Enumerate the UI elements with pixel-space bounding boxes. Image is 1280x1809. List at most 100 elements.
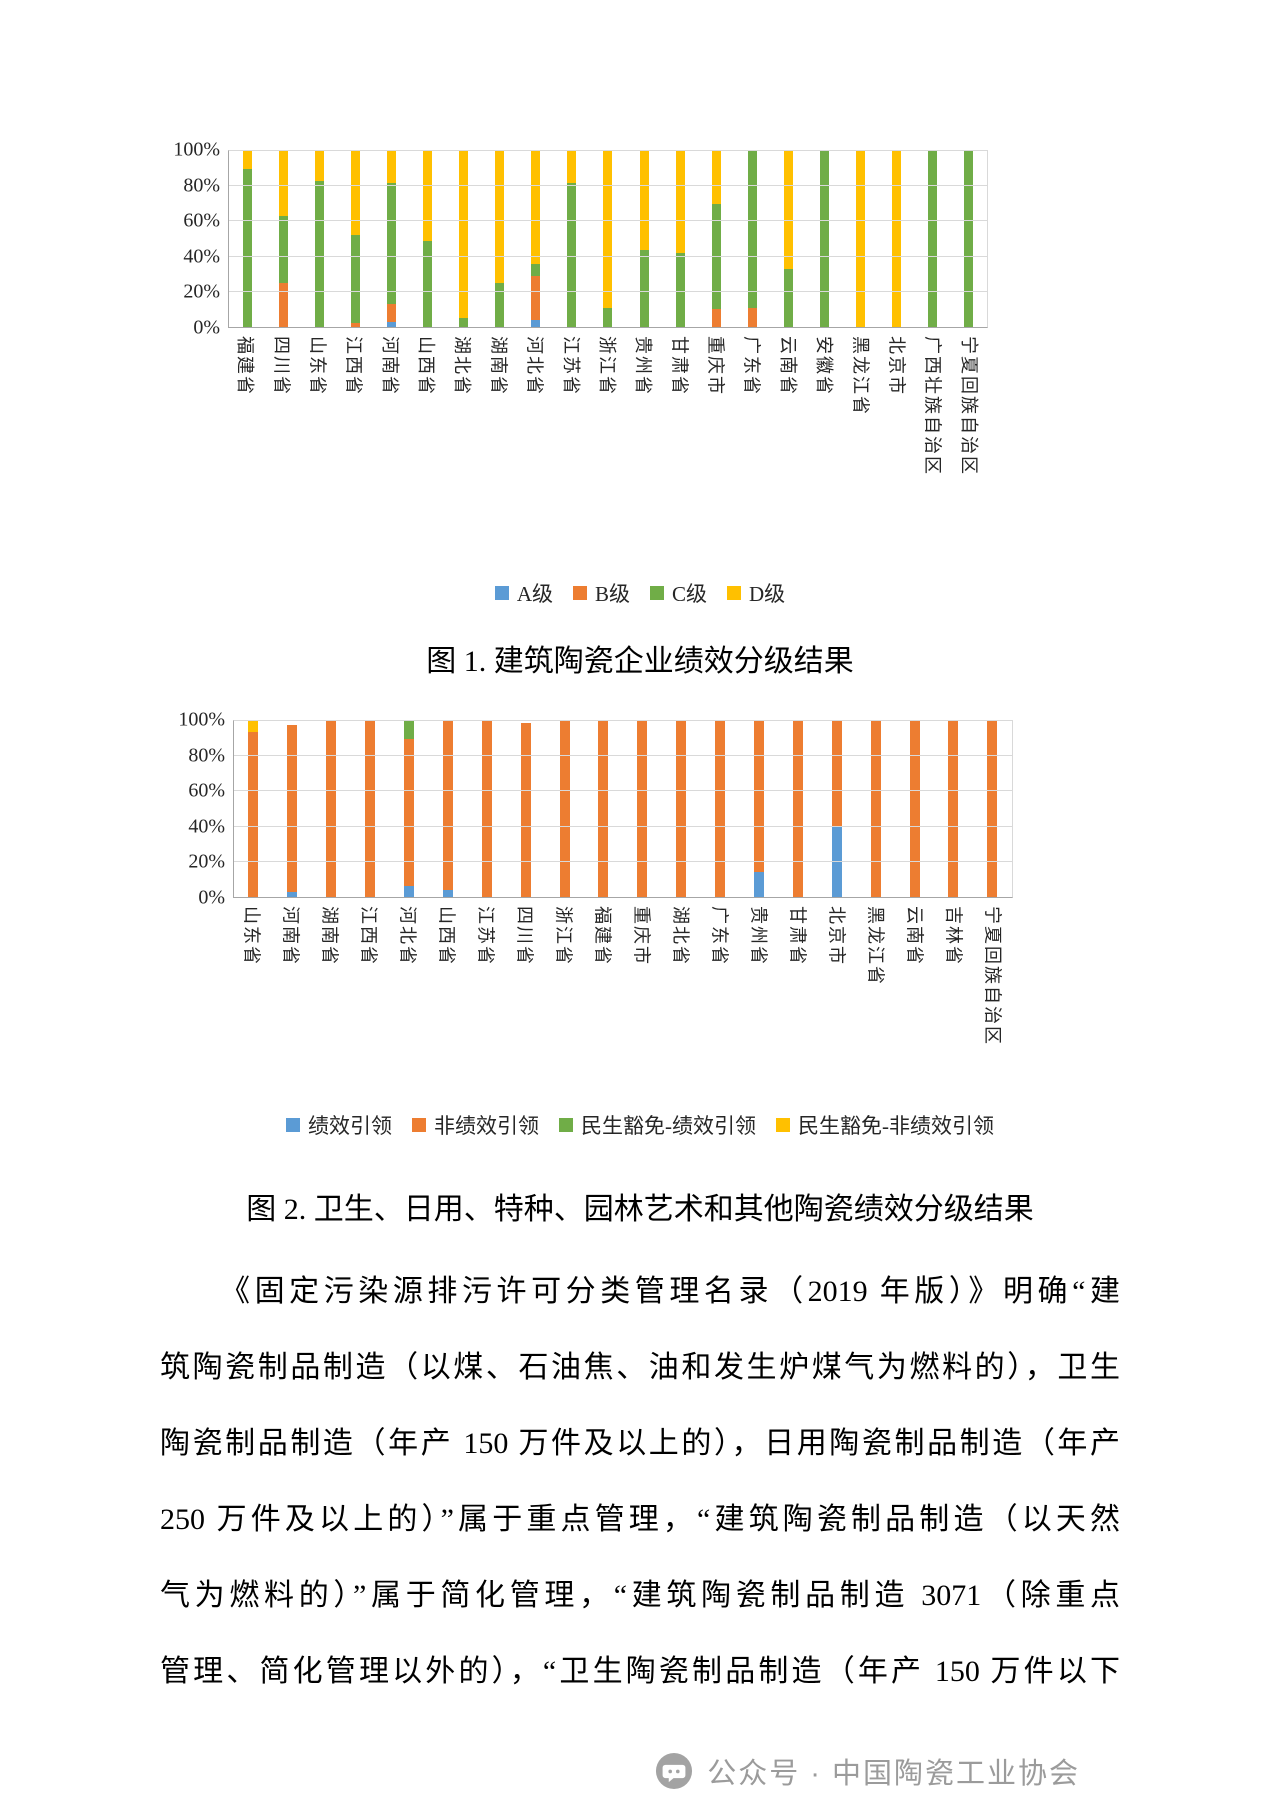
bar xyxy=(603,151,613,327)
x-category-label-text: 山东省 xyxy=(307,336,328,396)
x-category-label-text: 湖北省 xyxy=(452,336,473,396)
paragraph-line: 250 万件及以上的）”属于重点管理，“建筑陶瓷制品制造（以天然 xyxy=(160,1503,1120,1536)
x-category-label-text: 黑龙江省 xyxy=(850,336,871,416)
y-tick-label: 20% xyxy=(183,280,220,303)
x-category-label: 湖南省 xyxy=(311,898,350,1070)
bar xyxy=(987,721,998,897)
x-category-label: 重庆市 xyxy=(623,898,662,1070)
bar xyxy=(711,151,721,327)
x-category-label: 重庆市 xyxy=(698,328,734,500)
x-category-label-text: 江苏省 xyxy=(560,336,581,396)
gridline xyxy=(234,755,1012,757)
legend-swatch xyxy=(776,1118,790,1132)
legend-item: 非绩效引领 xyxy=(412,1110,539,1140)
bar xyxy=(287,721,298,897)
x-category-label: 山东省 xyxy=(233,898,272,1070)
figure-1-y-axis: 0% 20% 40% 60% 80% 100% xyxy=(160,139,228,339)
legend-swatch xyxy=(559,1118,573,1132)
x-category-label: 黑龙江省 xyxy=(843,328,879,500)
x-category-label-text: 山西省 xyxy=(436,906,457,966)
x-category-label-text: 湖南省 xyxy=(319,906,340,966)
paragraph-line: 陶瓷制品制造（年产 150 万件及以上的），日用陶瓷制品制造（年产 xyxy=(160,1427,1120,1460)
x-category-label: 浙江省 xyxy=(590,328,626,500)
bar-segment xyxy=(747,151,757,308)
bar xyxy=(892,151,902,327)
x-category-label: 云南省 xyxy=(896,898,935,1070)
legend-item: B级 xyxy=(572,578,630,608)
bar xyxy=(831,721,842,897)
x-category-label-text: 贵州省 xyxy=(748,906,769,966)
bar-segment xyxy=(350,151,360,236)
bar xyxy=(559,721,570,897)
bar xyxy=(459,151,469,327)
x-category-label: 山东省 xyxy=(300,328,336,500)
x-category-label: 山西省 xyxy=(409,328,445,500)
bar xyxy=(676,721,687,897)
bar-segment xyxy=(783,151,793,269)
legend-label: A级 xyxy=(516,582,553,606)
bar-segment xyxy=(278,283,288,327)
wechat-official-account-icon xyxy=(655,1752,693,1790)
bar xyxy=(928,151,938,327)
y-tick-label: 100% xyxy=(178,708,225,731)
bar-segment xyxy=(567,151,577,183)
x-category-label: 甘肃省 xyxy=(662,328,698,500)
y-tick-label: 60% xyxy=(188,779,225,802)
x-category-label-text: 福建省 xyxy=(592,906,613,966)
x-category-label: 贵州省 xyxy=(626,328,662,500)
figure-1-bars xyxy=(229,151,987,327)
bar xyxy=(598,721,609,897)
x-category-label: 云南省 xyxy=(771,328,807,500)
x-category-label-text: 贵州省 xyxy=(633,336,654,396)
bar-segment xyxy=(495,283,505,327)
bar-segment xyxy=(442,721,453,890)
bar-segment xyxy=(404,721,414,739)
x-category-label-text: 重庆市 xyxy=(705,336,726,396)
bar-segment xyxy=(603,151,613,308)
bar-segment xyxy=(386,321,396,327)
x-category-label-text: 河北省 xyxy=(397,906,418,966)
bar-segment xyxy=(531,319,541,327)
legend-label: C级 xyxy=(672,582,708,606)
bar xyxy=(637,721,648,897)
bar-segment xyxy=(481,721,492,897)
x-category-label-text: 山东省 xyxy=(241,906,262,966)
x-category-label: 四川省 xyxy=(506,898,545,1070)
body-paragraph: 《固定污染源排污许可分类管理名录（2019 年版）》明确“建 筑陶瓷制品制造（以… xyxy=(160,1254,1120,1710)
y-tick-label: 0% xyxy=(193,316,220,339)
figure-2-caption: 图 2. 卫生、日用、特种、园林艺术和其他陶瓷绩效分级结果 xyxy=(246,1193,1034,1226)
bar xyxy=(948,721,959,897)
bar-segment xyxy=(442,889,453,897)
x-category-label: 河北省 xyxy=(518,328,554,500)
x-category-label: 北京市 xyxy=(818,898,857,1070)
bar xyxy=(783,151,793,327)
bar-segment xyxy=(386,182,396,305)
bar xyxy=(404,721,414,897)
x-category-label: 贵州省 xyxy=(740,898,779,1070)
bar-segment xyxy=(909,721,920,897)
x-category-label: 甘肃省 xyxy=(779,898,818,1070)
bar xyxy=(747,151,757,327)
bar xyxy=(520,721,531,897)
bar-segment xyxy=(892,151,902,327)
x-category-label-text: 广东省 xyxy=(741,336,762,396)
bar-segment xyxy=(792,721,803,897)
figure-2-chart: 0% 20% 40% 60% 80% 100% 山东省 河南省 湖南省 江西省 河北省 山西省 江苏省… xyxy=(0,709,1280,1228)
bar xyxy=(423,151,433,327)
x-category-label: 黑龙江省 xyxy=(857,898,896,1070)
y-tick-label: 40% xyxy=(188,815,225,838)
bar-segment xyxy=(278,151,288,217)
gridline xyxy=(229,185,987,187)
x-category-label: 四川省 xyxy=(264,328,300,500)
x-category-label-text: 河南省 xyxy=(280,906,301,966)
x-category-label-text: 甘肃省 xyxy=(787,906,808,966)
legend-swatch xyxy=(727,586,742,600)
bar xyxy=(442,721,453,897)
legend-swatch xyxy=(412,1118,426,1132)
x-category-label-text: 广东省 xyxy=(709,906,730,966)
bar-segment xyxy=(459,318,469,327)
x-category-label-text: 山西省 xyxy=(416,336,437,396)
bar-segment xyxy=(531,151,541,264)
x-category-label-text: 吉林省 xyxy=(943,906,964,966)
bar-segment xyxy=(423,151,433,241)
